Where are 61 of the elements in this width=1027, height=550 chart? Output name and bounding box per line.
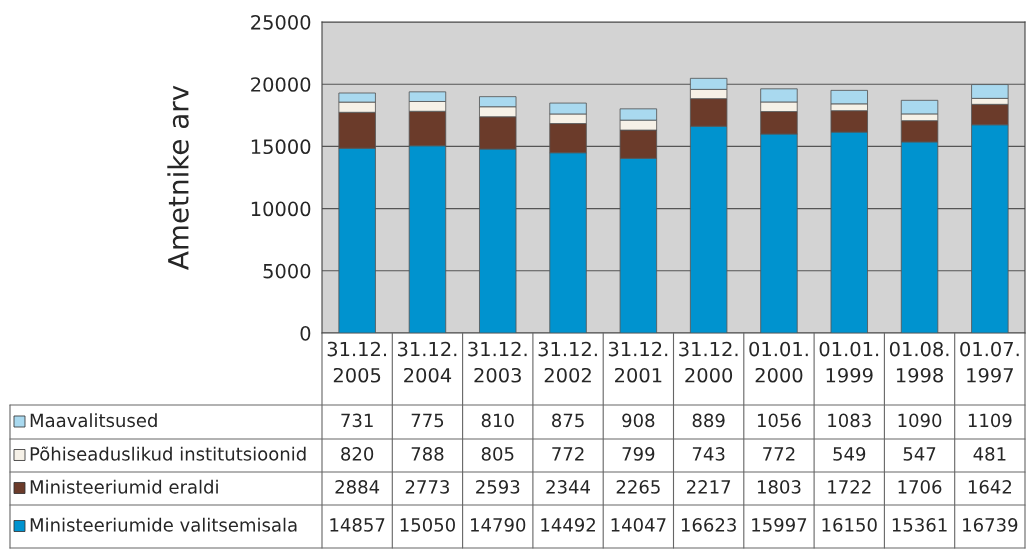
data-label: 2344 [546, 480, 591, 494]
y-tick-label: 5000 [263, 263, 311, 279]
data-label: 1083 [828, 413, 871, 428]
y-axis-title: Ametnike arv [167, 85, 189, 270]
data-label: 15050 [400, 518, 455, 532]
y-tick-label: 10000 [251, 201, 311, 217]
data-label: 14047 [611, 518, 666, 532]
data-label: 775 [411, 413, 444, 428]
data-label: 1722 [828, 480, 871, 494]
data-label: 731 [341, 413, 373, 428]
x-tick-label: 01.07. 1997 [960, 341, 1019, 383]
data-label: 549 [833, 447, 866, 461]
data-label: 16623 [681, 518, 736, 532]
data-label: 16150 [822, 518, 877, 532]
data-label: 889 [692, 413, 725, 428]
data-label: 788 [411, 447, 444, 461]
data-label: 481 [973, 447, 1006, 461]
x-tick-label: 31.12. 2003 [468, 341, 527, 383]
x-tick-label: 31.12. 2000 [679, 341, 738, 383]
data-label: 2265 [616, 480, 660, 494]
data-label: 743 [692, 447, 725, 461]
data-label: 2773 [405, 480, 449, 494]
data-label: 1109 [968, 413, 1012, 428]
data-label: 805 [481, 447, 514, 461]
x-tick-label: 31.12. 2002 [538, 341, 597, 383]
x-tick-label: 31.12. 2004 [398, 341, 457, 383]
legend-label: Ministeeriumid eraldi [30, 479, 218, 494]
data-label: 772 [763, 447, 795, 461]
y-tick-label: 20000 [251, 77, 311, 92]
data-label: 820 [341, 447, 374, 461]
data-label: 875 [552, 413, 584, 428]
data-label: 908 [622, 413, 655, 428]
x-tick-label: 01.08. 1998 [889, 341, 949, 383]
data-label: 15361 [892, 518, 947, 532]
x-tick-label: 01.01. 1999 [819, 341, 879, 383]
x-tick-label: 31.12. 2001 [608, 341, 668, 383]
data-label: 14857 [330, 518, 385, 532]
y-tick-label: 25000 [251, 14, 311, 30]
data-label: 1803 [757, 480, 801, 494]
data-label: 772 [552, 447, 584, 461]
data-label: 2217 [687, 480, 731, 494]
y-tick-label: 0 [300, 325, 311, 341]
data-label: 2884 [335, 480, 380, 494]
data-label: 1642 [968, 480, 1012, 494]
y-tick-label: 15000 [251, 139, 311, 155]
data-label: 15997 [752, 518, 807, 532]
x-tick-label: 31.12. 2005 [327, 341, 386, 383]
legend-label: Põhiseaduslikud institutsioonid [30, 446, 306, 461]
data-label: 547 [903, 447, 936, 461]
data-label: 14790 [471, 518, 526, 532]
legend-label: Maavalitsused [30, 413, 157, 428]
x-tick-label: 01.01. 2000 [749, 341, 808, 383]
data-label: 810 [481, 413, 514, 428]
data-label: 799 [622, 447, 655, 461]
data-label: 16739 [963, 518, 1018, 532]
data-label: 1706 [898, 480, 942, 494]
data-label: 2593 [476, 480, 520, 494]
legend-label: Ministeeriumide valitsemisala [30, 517, 297, 532]
data-label: 1090 [898, 413, 942, 428]
data-label: 1056 [757, 413, 801, 428]
data-label: 14492 [541, 518, 595, 532]
